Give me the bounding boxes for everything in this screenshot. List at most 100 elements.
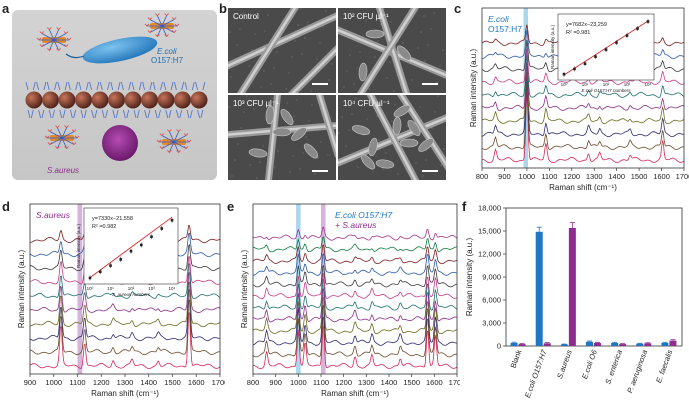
scale-bar [422,170,438,172]
bar [611,342,619,346]
x-tick-label: 1400 [381,378,398,387]
plot-frame [252,203,458,375]
sem-noise [256,177,258,179]
probe-strand [144,109,147,119]
x-tick-label: 800 [476,172,489,181]
sem-noise [305,136,307,138]
sem-noise [349,54,351,56]
spectrum-line [29,263,221,300]
sem-tile-label: Control [233,12,259,21]
spectrum-line [29,299,221,356]
probe-strand [174,81,177,91]
spectrum-line [481,48,685,86]
spectrum-line [252,288,458,323]
scale-bar [312,170,328,172]
x-tick-label: 900 [24,378,37,387]
fit-line [89,216,173,278]
sem-noise [362,35,364,37]
data-point [583,62,587,65]
antibody-icon [63,44,69,48]
probe-strand [158,109,161,119]
antibody-probes-bottom [44,125,192,154]
sem-noise [375,155,377,157]
probe-strand [202,81,206,91]
nanofibre-highlight [369,95,417,180]
probe-strand [112,109,116,119]
probe-strand [99,81,103,91]
probe-arm [161,135,175,143]
x-category-label: P. aeruginosa [625,349,649,395]
sem-noise [427,44,429,46]
antibody-icon [36,37,42,41]
antibody-icon [74,135,80,139]
y-tick-label: 6,000 [482,296,501,305]
sem-noise [229,31,231,33]
inset-y-label: Raman intensity (a.u.) [550,24,555,69]
sem-noise [270,83,272,85]
sem-noise [286,102,288,104]
inset-r2: R² =0.981 [566,30,590,36]
spectrum-line [481,73,684,138]
probe-strand [41,109,45,119]
probe-strand [131,81,135,91]
probe-arm [41,39,55,47]
bar [619,344,627,346]
inset-x-tick-label: 10¹ [582,82,589,87]
scale-bar [312,83,328,85]
inset-equation: y=7330x−21,558 [92,216,133,222]
sem-noise [277,150,279,152]
sem-noise [236,44,238,46]
inset-x-tick-label: 10⁴ [169,286,176,291]
data-point [573,67,576,71]
bar [669,340,677,346]
data-point [625,34,629,37]
probe-strand [136,109,140,119]
bar [586,341,593,346]
panel-a-schematic: E.coli O157:H7 S.aureus [12,10,217,180]
y-axis-label: Raman intensity (a.u.) [240,250,249,329]
probe-strand [195,81,198,91]
antibody-icon [147,30,153,34]
bar [535,231,543,346]
probe-strand [149,81,153,91]
legend-ecoli: E.coli O157:H7 [335,210,392,220]
x-tick-label: 1300 [117,378,134,387]
sem-noise [289,171,291,173]
probe-strand [176,109,179,119]
sem-noise [437,95,439,97]
x-category-label: S.aureus [555,348,574,380]
sem-noise [251,49,253,51]
sem-noise [440,164,442,166]
antibody-icon [164,13,169,17]
panel-c-label: c [454,1,462,16]
sem-noise [239,28,241,30]
probe-arm [161,19,175,27]
nanofibre-highlight [359,8,417,93]
sem-noise [415,162,417,164]
probe-strand [184,81,188,91]
sem-noise [325,10,327,12]
sem-noise [393,90,395,92]
probe-strand [80,109,84,119]
sem-noise [443,148,445,150]
x-category-label: E. faecalis [654,348,674,384]
antibody-icon [47,48,52,52]
sem-noise [264,30,266,32]
sem-noise [419,106,421,108]
probe-strand [96,81,100,91]
probe-strand [83,109,87,119]
antibody-icon [66,37,72,41]
nanoparticle [141,91,158,109]
sem-noise [389,61,391,63]
sem-noise [249,164,251,166]
sem-noise [433,12,435,14]
probe-strand [121,81,124,91]
sem-noise [377,40,379,42]
probe-arm [53,39,60,51]
antibody-icon [64,125,69,129]
sem-noise [394,104,396,106]
antibody-icon [164,34,169,38]
x-tick-label: 1700 [676,172,689,181]
sem-noise [254,33,256,35]
antibody-icon [159,146,165,150]
